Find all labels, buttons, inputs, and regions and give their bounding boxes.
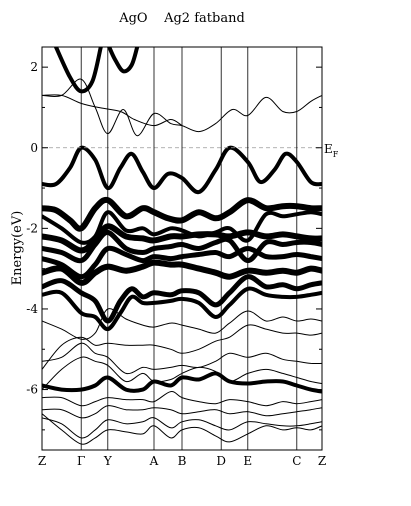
chart-title: AgO Ag2 fatband bbox=[118, 11, 245, 26]
y-tick-label: 2 bbox=[30, 60, 38, 74]
fermi-label-main: E bbox=[324, 142, 333, 156]
kpoint-label: D bbox=[216, 454, 226, 468]
band-3 bbox=[107, 47, 140, 74]
fermi-level-label: EF bbox=[324, 142, 339, 159]
y-axis-label: Energy(eV) bbox=[10, 211, 25, 286]
kpoint-label: B bbox=[178, 454, 187, 468]
kpoint-label: Z bbox=[318, 454, 326, 468]
band-4 bbox=[42, 145, 322, 195]
y-tick-label: -4 bbox=[26, 302, 38, 316]
kpoint-grid-lines bbox=[80, 47, 298, 450]
kpoint-label: C bbox=[292, 454, 301, 468]
kpoint-label: E bbox=[243, 454, 252, 468]
band-12 bbox=[42, 286, 322, 332]
band-5 bbox=[42, 196, 322, 232]
kpoint-label: Y bbox=[103, 454, 113, 468]
y-tick-label: -6 bbox=[26, 383, 38, 397]
band-2 bbox=[54, 47, 103, 94]
fermi-label-subscript: F bbox=[333, 150, 339, 159]
kpoint-label: Γ bbox=[77, 454, 85, 468]
kpoint-label: A bbox=[149, 454, 159, 468]
y-tick-label: -2 bbox=[26, 221, 38, 235]
kpoint-label: Z bbox=[38, 454, 46, 468]
y-tick-label: 0 bbox=[30, 141, 38, 155]
y-axis-ticks: -6 -4 -2 0 2 bbox=[26, 60, 322, 431]
plot-frame bbox=[41, 46, 323, 451]
band-11 bbox=[42, 274, 322, 324]
band-1 bbox=[42, 94, 183, 127]
